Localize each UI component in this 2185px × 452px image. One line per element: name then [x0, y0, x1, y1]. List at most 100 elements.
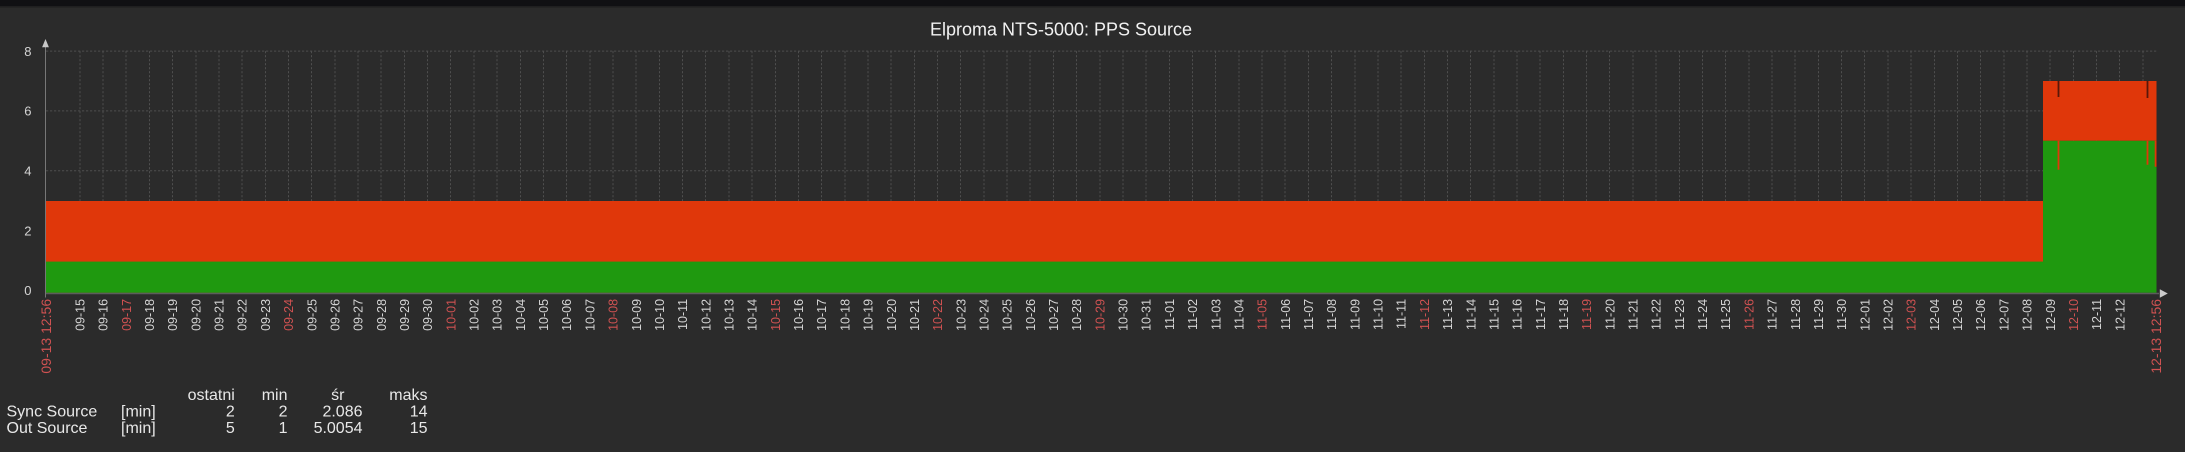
svg-text:11-02: 11-02: [1186, 299, 1200, 330]
svg-text:10-11: 10-11: [676, 299, 690, 330]
svg-text:09-13 12:56: 09-13 12:56: [38, 299, 54, 374]
svg-text:09-15: 09-15: [74, 299, 88, 331]
svg-text:ostatni: ostatni: [188, 387, 235, 404]
svg-text:12-12: 12-12: [2113, 299, 2127, 331]
svg-text:12-08: 12-08: [2021, 299, 2035, 331]
svg-text:11-26: 11-26: [1742, 299, 1756, 330]
svg-text:11-16: 11-16: [1511, 299, 1525, 330]
svg-text:09-17: 09-17: [120, 299, 134, 331]
svg-text:[min]: [min]: [121, 420, 156, 437]
svg-text:6: 6: [24, 104, 31, 119]
svg-text:10-14: 10-14: [746, 299, 760, 331]
svg-text:10-12: 10-12: [699, 299, 713, 331]
svg-text:10-27: 10-27: [1047, 299, 1061, 331]
svg-text:12-02: 12-02: [1882, 299, 1896, 331]
svg-text:11-09: 11-09: [1348, 299, 1362, 330]
svg-text:8: 8: [24, 44, 31, 59]
svg-text:10-08: 10-08: [607, 299, 621, 331]
svg-text:09-25: 09-25: [305, 299, 319, 331]
svg-text:4: 4: [24, 164, 31, 179]
svg-text:11-17: 11-17: [1534, 299, 1548, 330]
svg-text:Out Source: Out Source: [7, 420, 88, 437]
svg-text:10-16: 10-16: [792, 299, 806, 331]
svg-text:09-24: 09-24: [282, 299, 296, 331]
svg-text:11-13: 11-13: [1441, 299, 1455, 330]
svg-text:09-30: 09-30: [421, 299, 435, 331]
svg-text:11-23: 11-23: [1673, 299, 1687, 330]
svg-text:10-01: 10-01: [444, 299, 458, 331]
svg-text:10-19: 10-19: [862, 299, 876, 331]
svg-text:11-08: 11-08: [1325, 299, 1339, 330]
svg-text:12-04: 12-04: [1928, 299, 1942, 331]
svg-text:1: 1: [279, 420, 288, 437]
svg-text:11-21: 11-21: [1627, 299, 1641, 330]
svg-text:10-18: 10-18: [838, 299, 852, 331]
svg-text:12-10: 12-10: [2067, 299, 2081, 331]
svg-text:10-25: 10-25: [1001, 299, 1015, 331]
svg-text:10-23: 10-23: [954, 299, 968, 331]
svg-text:maks: maks: [389, 387, 427, 404]
svg-text:14: 14: [410, 403, 428, 420]
svg-text:10-24: 10-24: [978, 299, 992, 331]
svg-text:10-02: 10-02: [468, 299, 482, 331]
svg-text:10-09: 10-09: [630, 299, 644, 331]
svg-text:11-20: 11-20: [1603, 299, 1617, 330]
svg-text:11-10: 11-10: [1372, 299, 1386, 330]
svg-text:10-04: 10-04: [514, 299, 528, 331]
svg-text:10-17: 10-17: [815, 299, 829, 331]
svg-text:11-14: 11-14: [1464, 299, 1478, 330]
svg-text:09-27: 09-27: [352, 299, 366, 331]
svg-text:09-18: 09-18: [143, 299, 157, 331]
svg-text:11-30: 11-30: [1835, 299, 1849, 330]
svg-text:11-18: 11-18: [1557, 299, 1571, 330]
svg-text:Sync Source: Sync Source: [7, 403, 98, 420]
svg-text:09-22: 09-22: [236, 299, 250, 331]
svg-text:10-15: 10-15: [769, 299, 783, 331]
svg-text:11-27: 11-27: [1766, 299, 1780, 330]
svg-text:10-10: 10-10: [653, 299, 667, 331]
svg-text:11-11: 11-11: [1395, 299, 1409, 329]
svg-text:10-13: 10-13: [723, 299, 737, 331]
svg-text:10-05: 10-05: [537, 299, 551, 331]
svg-text:09-29: 09-29: [398, 299, 412, 331]
svg-text:5: 5: [226, 420, 235, 437]
svg-text:11-22: 11-22: [1650, 299, 1664, 330]
svg-text:09-28: 09-28: [375, 299, 389, 331]
svg-text:10-30: 10-30: [1117, 299, 1131, 331]
svg-text:12-03: 12-03: [1905, 299, 1919, 331]
svg-text:11-06: 11-06: [1279, 299, 1293, 330]
svg-text:2: 2: [226, 403, 235, 420]
svg-text:11-12: 11-12: [1418, 299, 1432, 330]
svg-text:11-24: 11-24: [1696, 299, 1710, 330]
svg-text:5.0054: 5.0054: [314, 420, 363, 437]
svg-text:10-29: 10-29: [1093, 299, 1107, 331]
svg-text:09-21: 09-21: [213, 299, 227, 331]
svg-text:12-09: 12-09: [2044, 299, 2058, 331]
svg-text:10-07: 10-07: [583, 299, 597, 331]
svg-text:Elproma NTS-5000: PPS Source: Elproma NTS-5000: PPS Source: [930, 20, 1192, 40]
svg-text:12-07: 12-07: [1997, 299, 2011, 331]
svg-text:10-28: 10-28: [1070, 299, 1084, 331]
svg-text:2: 2: [279, 403, 288, 420]
svg-text:[min]: [min]: [121, 403, 156, 420]
svg-text:11-03: 11-03: [1209, 299, 1223, 330]
svg-text:12-05: 12-05: [1951, 299, 1965, 331]
svg-text:2: 2: [24, 223, 31, 238]
svg-text:11-04: 11-04: [1233, 299, 1247, 330]
svg-text:10-20: 10-20: [885, 299, 899, 331]
svg-text:10-03: 10-03: [491, 299, 505, 331]
svg-text:09-23: 09-23: [259, 299, 273, 331]
svg-text:09-20: 09-20: [189, 299, 203, 331]
svg-text:10-22: 10-22: [931, 299, 945, 331]
svg-text:10-31: 10-31: [1140, 299, 1154, 331]
svg-text:15: 15: [410, 420, 428, 437]
svg-text:12-11: 12-11: [2090, 299, 2104, 330]
svg-text:11-05: 11-05: [1256, 299, 1270, 330]
svg-text:2.086: 2.086: [322, 403, 362, 420]
svg-text:10-06: 10-06: [560, 299, 574, 331]
svg-text:10-21: 10-21: [908, 299, 922, 331]
svg-text:11-25: 11-25: [1719, 299, 1733, 330]
svg-text:min: min: [262, 387, 288, 404]
svg-text:12-06: 12-06: [1974, 299, 1988, 331]
svg-text:09-19: 09-19: [166, 299, 180, 331]
